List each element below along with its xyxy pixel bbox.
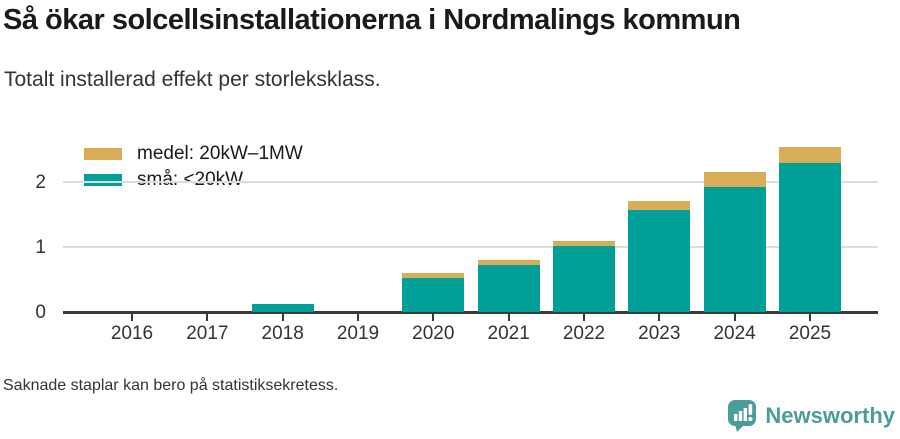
x-axis-tick — [281, 314, 284, 321]
chart-subtitle: Totalt installerad effekt per storlekskl… — [4, 68, 381, 91]
x-axis-tick — [582, 314, 585, 321]
x-tick-label: 2021 — [487, 323, 530, 344]
x-axis-tick — [432, 314, 435, 321]
newsworthy-wordmark: Newsworthy — [765, 402, 895, 428]
x-axis-tick — [131, 314, 133, 321]
bar-segment — [477, 264, 540, 312]
x-tick-label: 2020 — [412, 323, 455, 344]
gridline — [63, 181, 878, 183]
bar-segment — [703, 186, 766, 312]
bar-segment — [703, 171, 766, 187]
x-axis-line — [63, 311, 878, 314]
x-tick-label: 2017 — [186, 323, 229, 344]
legend-label-sma: små: <20kW — [137, 169, 244, 190]
bar-segment — [552, 241, 615, 246]
legend-swatch-sma — [84, 174, 122, 186]
x-axis-tick — [658, 314, 661, 321]
x-tick-label: 2022 — [562, 323, 606, 344]
x-tick-label: 2018 — [261, 323, 304, 344]
gridline — [63, 246, 878, 248]
x-axis-tick — [507, 314, 510, 321]
y-tick-label: 1 — [35, 237, 46, 258]
footnote: Saknade staplar kan bero på statistiksek… — [3, 377, 339, 394]
legend-item-sma: små: <20kW — [84, 168, 309, 192]
bar-segment — [552, 245, 615, 312]
x-tick-label: 2025 — [788, 323, 832, 344]
legend-item-medel: medel: 20kW–1MW — [84, 142, 309, 166]
x-axis-tick — [733, 314, 736, 321]
x-axis-tick — [206, 314, 209, 321]
x-tick-label: 2024 — [713, 323, 756, 344]
bar-segment — [477, 260, 540, 265]
chart-title: Så ökar solcellsinstallationerna i Nordm… — [3, 4, 741, 36]
legend: medel: 20kW–1MW små: <20kW — [84, 142, 309, 194]
newsworthy-logo: Newsworthy — [726, 398, 895, 433]
x-axis-tick — [356, 314, 359, 321]
y-tick-label: 0 — [35, 302, 46, 323]
bar-segment — [628, 200, 691, 210]
chart-canvas: medel: 20kW–1MW små: <20kW 0 1 2 2016 2017 20… — [0, 128, 900, 370]
x-tick-label: 2019 — [336, 323, 380, 344]
x-tick-label: 2023 — [638, 323, 681, 344]
bar-segment — [251, 304, 314, 312]
x-axis-tick — [808, 314, 811, 321]
bar-segment — [402, 277, 465, 312]
y-tick-label: 2 — [35, 172, 46, 193]
bar-segment — [628, 209, 691, 312]
bar-segment — [778, 146, 841, 164]
x-tick-label: 2016 — [110, 323, 154, 344]
bar-chart-speech-bubble-icon — [728, 400, 757, 432]
legend-swatch-medel — [84, 148, 122, 160]
bar-segment — [402, 273, 465, 278]
legend-label-medel: medel: 20kW–1MW — [137, 143, 303, 164]
bar-segment — [778, 163, 841, 312]
